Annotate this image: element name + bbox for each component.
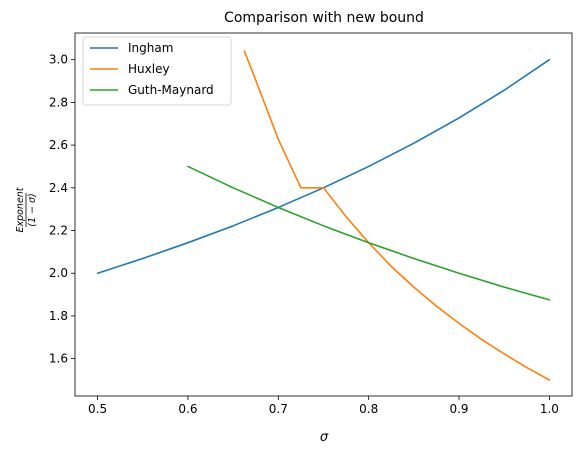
x-tick-label: 0.5 [88, 402, 107, 416]
y-tick-label: 2.2 [49, 224, 68, 238]
y-tick-label: 2.0 [49, 266, 68, 280]
y-tick-label: 3.0 [49, 53, 68, 67]
axes-frame [74, 32, 573, 397]
x-axis-label: σ [320, 430, 329, 445]
x-tick-label: 1.0 [540, 402, 559, 416]
x-tick-label: 0.8 [359, 402, 378, 416]
y-axis-label-denominator: (1 − σ) [27, 193, 38, 226]
legend-label: Huxley [128, 62, 170, 76]
legend: Ingham Huxley Guth-Maynard [82, 36, 232, 106]
y-axis-label: Exponent (1 − σ) [15, 186, 38, 232]
series-layer [96, 50, 551, 381]
y-tick-label: 2.8 [49, 95, 68, 109]
legend-entries: Ingham Huxley Guth-Maynard [90, 41, 214, 97]
x-tick-label: 0.7 [269, 402, 288, 416]
y-tick-label: 2.4 [49, 181, 68, 195]
legend-box [82, 36, 232, 106]
x-tick-label: 0.6 [178, 402, 197, 416]
y-axis-label-numerator: Exponent [15, 186, 26, 232]
x-tick-label: 0.9 [449, 402, 468, 416]
series-line-guth-maynard [187, 165, 551, 301]
chart-title: Comparison with new bound [224, 10, 424, 26]
legend-label: Ingham [128, 41, 173, 55]
y-tick-label: 2.6 [49, 138, 68, 152]
ticks-layer: 0.5 0.6 0.7 0.8 0.9 1.0 1.6 1.8 2.0 2.2 2.4 2.6 2.8 3… [49, 53, 559, 416]
y-tick-label: 1.8 [49, 309, 68, 323]
y-tick-label: 1.6 [49, 352, 68, 366]
legend-label: Guth-Maynard [128, 83, 214, 97]
series-line-huxley [243, 50, 551, 381]
